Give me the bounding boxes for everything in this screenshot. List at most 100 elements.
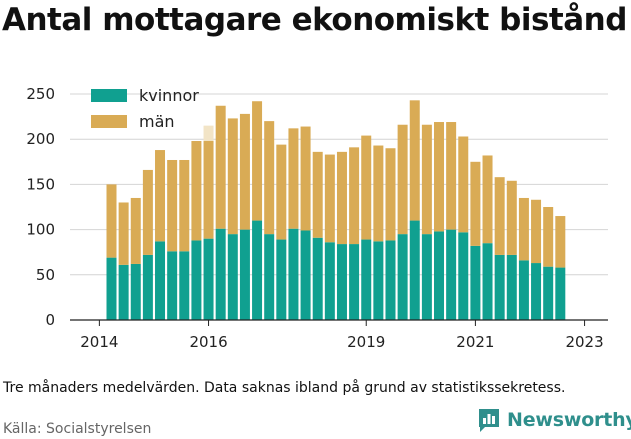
bars xyxy=(106,100,566,320)
bar-kvinnor xyxy=(470,245,481,320)
bar-kvinnor xyxy=(336,244,347,320)
bar-man xyxy=(179,159,190,252)
bar-kvinnor xyxy=(264,234,275,320)
bar-chart: 0 50 100 150 200 250 2014 2016 2019 2021 2023 kvi… xyxy=(26,85,608,351)
bar-kvinnor xyxy=(409,220,420,320)
bar-kvinnor xyxy=(312,237,323,320)
x-tick-label: 2014 xyxy=(80,333,118,351)
bar-man xyxy=(130,197,141,264)
bar-kvinnor xyxy=(397,234,408,320)
y-tick-label: 50 xyxy=(36,266,55,284)
bar-man xyxy=(239,113,250,230)
bar-kvinnor xyxy=(191,240,202,320)
chart-title: Antal mottagare ekonomiskt bistånd xyxy=(2,2,627,38)
bar-man xyxy=(458,136,469,233)
bar-partial xyxy=(203,125,214,142)
legend-swatch xyxy=(91,89,127,102)
source-label: Källa: Socialstyrelsen xyxy=(3,421,152,437)
bar-man xyxy=(336,151,347,245)
bar-kvinnor xyxy=(349,244,360,320)
legend: kvinnor män xyxy=(91,86,199,131)
y-axis: 0 50 100 150 200 250 xyxy=(26,85,55,329)
bar-kvinnor xyxy=(385,240,396,320)
bar-kvinnor xyxy=(276,239,287,320)
bar-man xyxy=(494,177,505,255)
bar-kvinnor xyxy=(252,220,263,320)
x-tick-label: 2021 xyxy=(456,333,494,351)
bar-kvinnor xyxy=(373,241,384,320)
bar-man xyxy=(312,151,323,238)
legend-swatch xyxy=(91,115,127,128)
bar-man xyxy=(446,122,457,230)
bar-kvinnor xyxy=(482,243,493,320)
bar-man xyxy=(288,128,299,229)
brand-name: Newsworthy xyxy=(507,409,631,431)
x-tick-label: 2016 xyxy=(189,333,227,351)
bar-kvinnor xyxy=(215,228,226,320)
bar-kvinnor xyxy=(446,229,457,320)
bar-man xyxy=(215,105,226,229)
bar-kvinnor xyxy=(458,232,469,320)
x-tick-label: 2023 xyxy=(565,333,603,351)
brand-logo[interactable]: Newsworthy xyxy=(477,407,631,433)
bar-kvinnor xyxy=(239,229,250,320)
bar-kvinnor xyxy=(130,263,141,320)
bar-man xyxy=(227,118,238,235)
legend-label: män xyxy=(139,112,175,131)
bar-kvinnor xyxy=(288,228,299,320)
bar-kvinnor xyxy=(531,263,542,320)
bar-man xyxy=(191,141,202,241)
chart-note: Tre månaders medelvärden. Data saknas ib… xyxy=(3,380,566,396)
bar-man xyxy=(543,207,554,267)
bar-man xyxy=(421,124,432,235)
bar-man xyxy=(276,144,287,240)
bar-kvinnor xyxy=(142,254,153,320)
bar-kvinnor xyxy=(167,251,178,320)
bar-kvinnor xyxy=(179,251,190,320)
bar-man xyxy=(434,122,445,232)
bar-kvinnor xyxy=(155,241,166,320)
y-tick-label: 250 xyxy=(26,85,55,103)
bar-kvinnor xyxy=(518,260,529,320)
bar-kvinnor xyxy=(203,238,214,320)
bar-kvinnor xyxy=(555,267,566,320)
bar-man xyxy=(106,184,117,258)
bar-kvinnor xyxy=(118,264,129,320)
x-tick-label: 2019 xyxy=(347,333,385,351)
bar-man xyxy=(167,159,178,252)
y-tick-label: 200 xyxy=(26,130,55,148)
bar-man xyxy=(506,180,517,255)
bar-kvinnor xyxy=(421,234,432,320)
bar-man xyxy=(142,169,153,255)
bar-man xyxy=(361,135,372,240)
y-tick-label: 0 xyxy=(45,311,55,329)
bar-kvinnor xyxy=(434,231,445,320)
bar-man xyxy=(373,145,384,242)
bar-chart-logo-icon xyxy=(479,409,499,432)
bar-man xyxy=(324,154,335,243)
bar-kvinnor xyxy=(494,254,505,320)
bar-kvinnor xyxy=(361,239,372,320)
y-tick-label: 100 xyxy=(26,221,55,239)
bar-man xyxy=(385,148,396,241)
y-tick-label: 150 xyxy=(26,175,55,193)
bar-man xyxy=(203,141,214,239)
legend-label: kvinnor xyxy=(139,86,199,105)
bar-man xyxy=(470,161,481,246)
bar-man xyxy=(155,150,166,242)
bar-man xyxy=(555,216,566,268)
bar-kvinnor xyxy=(227,234,238,320)
x-axis: 2014 2016 2019 2021 2023 xyxy=(70,319,608,351)
bar-man xyxy=(252,101,263,221)
bar-kvinnor xyxy=(506,254,517,320)
bar-man xyxy=(531,199,542,264)
bar-man xyxy=(349,147,360,245)
bar-man xyxy=(118,202,129,265)
bar-man xyxy=(518,197,529,261)
bar-man xyxy=(397,124,408,235)
bar-man xyxy=(409,100,420,221)
bar-kvinnor xyxy=(300,230,311,320)
bar-kvinnor xyxy=(324,242,335,320)
bar-man xyxy=(482,155,493,244)
bar-man xyxy=(264,121,275,235)
